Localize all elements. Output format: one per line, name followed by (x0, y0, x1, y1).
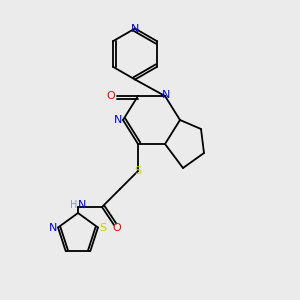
Text: N: N (78, 200, 87, 211)
Text: S: S (134, 166, 142, 176)
Text: H: H (70, 200, 77, 211)
Text: N: N (131, 23, 139, 34)
Text: O: O (106, 91, 116, 101)
Text: N: N (49, 223, 58, 232)
Text: O: O (112, 223, 122, 233)
Text: S: S (99, 223, 106, 232)
Text: N: N (162, 89, 171, 100)
Text: N: N (114, 115, 123, 125)
